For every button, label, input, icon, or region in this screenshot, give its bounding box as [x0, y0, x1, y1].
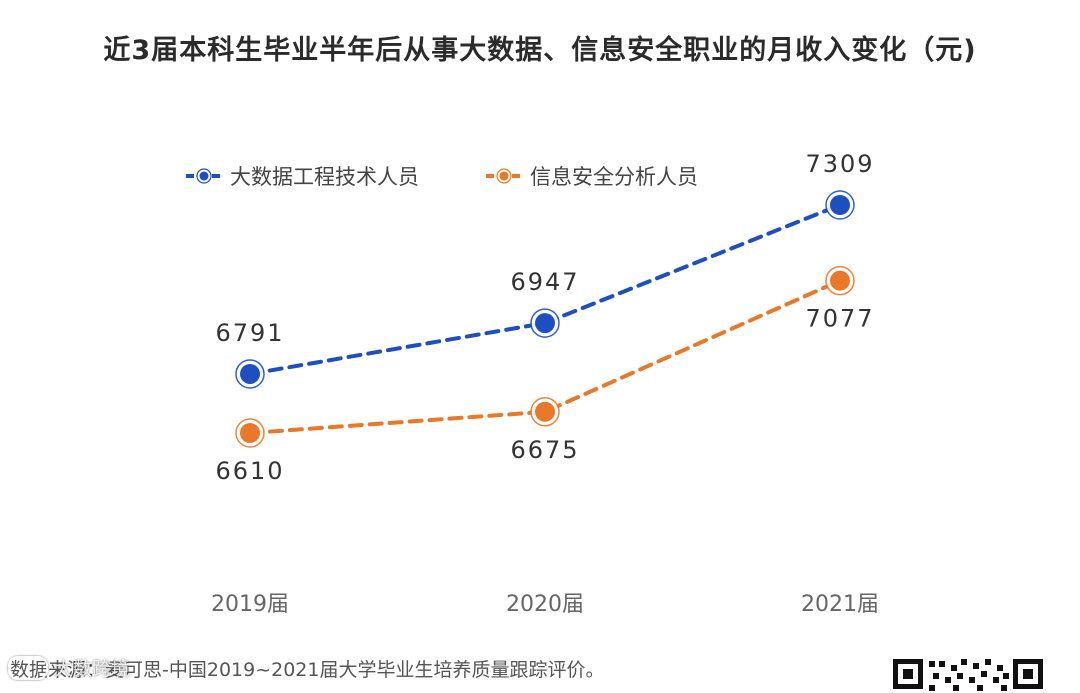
data-point-big-data-3	[825, 190, 855, 220]
data-label-big-data-3: 7309	[805, 150, 874, 178]
data-points	[235, 190, 855, 448]
data-point-big-data-2	[530, 308, 560, 338]
data-point-big-data-1	[235, 359, 265, 389]
data-point-info-security-2	[530, 397, 560, 427]
data-label-big-data-2: 6947	[510, 268, 579, 296]
x-axis: 2019届 2020届 2021届	[211, 592, 879, 617]
data-label-info-security-1: 6610	[215, 457, 284, 485]
source-note: 数据来源：麦可思-中国2019~2021届大学毕业生培养质量跟踪评价。	[10, 659, 605, 681]
chart-title: 近3届本科生毕业半年后从事大数据、信息安全职业的月收入变化（元)	[103, 35, 977, 66]
legend: 大数据工程技术人员 信息安全分析人员	[186, 165, 698, 189]
qr-code-icon	[893, 659, 1043, 691]
data-label-info-security-3: 7077	[805, 305, 874, 333]
data-labels: 6791 6947 7309 6610 6675 7077	[215, 150, 874, 485]
legend-label-info-security: 信息安全分析人员	[530, 165, 698, 189]
series-line-info-security	[248, 278, 842, 435]
watermark-logo-icon	[8, 655, 48, 680]
x-tick-label-3: 2021届	[801, 592, 879, 617]
legend-label-big-data: 大数据工程技术人员	[230, 165, 419, 189]
x-tick-label-1: 2019届	[211, 592, 289, 617]
legend-item-info-security: 信息安全分析人员	[486, 165, 698, 189]
data-label-big-data-1: 6791	[215, 319, 284, 347]
data-point-info-security-1	[235, 418, 265, 448]
watermark-text: 大数跨境	[54, 658, 131, 680]
data-point-info-security-3	[825, 265, 855, 296]
watermark: 大数跨境	[8, 654, 130, 681]
legend-item-big-data: 大数据工程技术人员	[186, 165, 419, 189]
x-tick-label-2: 2020届	[506, 592, 584, 617]
data-label-info-security-2: 6675	[510, 436, 579, 464]
